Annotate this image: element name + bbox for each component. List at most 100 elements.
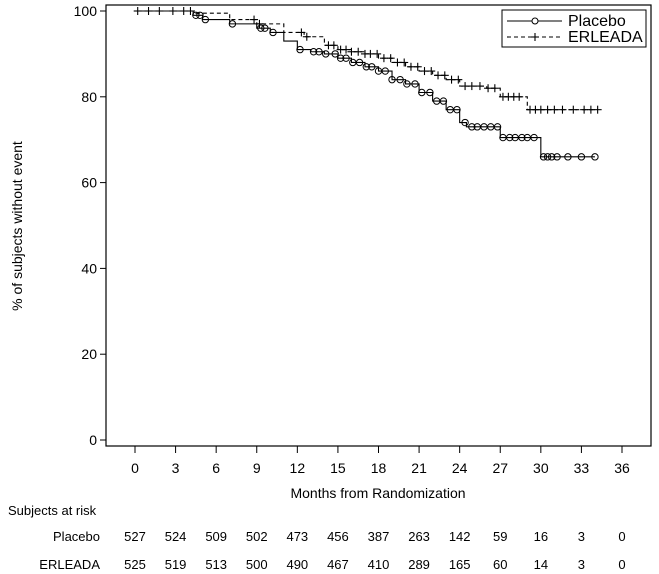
censor-marker [354,47,363,56]
censor-marker [315,48,323,56]
censor-marker [362,63,371,71]
risk-row-label: ERLEADA [39,557,100,572]
x-tick-label: 18 [371,460,387,476]
risk-count: 513 [205,557,227,572]
censor-marker [347,47,356,56]
censor-marker [577,153,586,161]
censor-marker [580,105,589,114]
censor-marker [368,63,376,71]
censor-marker [250,15,259,24]
risk-row-placebo: Placebo 527 524 509 502 473 456 387 263 142 59 16 3 0 [53,529,626,544]
risk-row-label: Placebo [53,529,100,544]
censor-marker [396,75,404,84]
x-tick-label: 36 [614,460,630,476]
censor-marker [393,58,402,67]
x-axis: 0 3 6 9 12 15 18 21 24 27 30 33 36 [131,446,630,476]
legend-marker-plus [531,33,539,41]
censor-marker [454,75,463,84]
legend-label: ERLEADA [568,29,643,46]
legend-item-placebo: Placebo [507,13,626,30]
censor-marker [322,50,330,58]
censor-marker [133,7,142,15]
censor-marker [453,105,461,114]
risk-table-title: Subjects at risk [8,503,97,518]
censor-marker [406,62,415,71]
censor-marker [518,133,526,142]
y-tick-label: 100 [74,3,98,19]
legend-marker-circle [531,17,539,25]
x-tick-label: 12 [290,460,306,476]
censor-marker [386,54,395,63]
y-tick-label: 20 [81,346,97,362]
censor-marker [467,82,476,91]
risk-count: 519 [165,557,187,572]
censor-marker [484,84,493,93]
risk-count: 165 [449,557,471,572]
censor-marker [427,67,436,76]
censor-marker [196,11,204,19]
censor-marker [418,88,426,97]
censor-marker [593,105,602,114]
risk-count: 410 [368,557,390,572]
censor-marker [403,80,411,88]
risk-count: 289 [408,557,430,572]
y-tick-label: 60 [81,175,97,191]
legend-box [501,9,647,48]
censor-marker [434,71,443,80]
censor-marker [426,88,434,97]
censor-marker [475,82,484,91]
censor-marker [331,50,339,58]
censor-marker [155,7,164,15]
risk-count: 263 [408,529,430,544]
censor-marker [192,11,200,19]
y-axis: 0 20 40 60 80 100 [74,3,106,448]
censor-marker [440,71,449,80]
censor-marker [591,153,599,161]
y-axis-title: % of subjects without event [9,141,25,311]
risk-count: 142 [449,529,471,544]
censor-marker [539,153,548,161]
risk-count: 0 [618,557,625,572]
censor-marker [329,41,338,50]
risk-count: 3 [578,557,585,572]
censor-marker [553,153,561,161]
series-erleada [133,7,602,114]
censor-marker [255,19,264,28]
censor-marker [490,84,499,93]
x-tick-label: 3 [172,460,180,476]
censor-marker [168,7,177,15]
censor-marker [336,54,345,62]
censor-marker [413,62,422,71]
censor-marker [543,153,552,161]
x-tick-label: 27 [492,460,508,476]
censor-marker [261,24,269,32]
censor-marker [506,133,514,142]
risk-count: 502 [246,529,268,544]
censor-marker [144,7,153,15]
censor-marker [550,105,559,114]
risk-count: 473 [286,529,308,544]
censor-marker [447,75,456,84]
legend-label: Placebo [568,13,626,30]
x-tick-label: 30 [533,460,549,476]
censor-marker [461,118,469,127]
x-tick-label: 0 [131,460,139,476]
y-tick-label: 40 [81,260,97,276]
y-tick-label: 0 [89,432,97,448]
censor-marker [400,58,409,67]
risk-count: 524 [165,529,187,544]
risk-count: 456 [327,529,349,544]
x-axis-title: Months from Randomization [290,485,465,501]
censor-marker [186,7,195,15]
censor-marker [342,45,351,54]
risk-count: 16 [534,529,548,544]
censor-marker [366,49,375,58]
censor-marker [388,75,396,84]
censor-marker [355,58,364,67]
risk-count: 0 [618,529,625,544]
censor-marker [269,28,277,37]
x-tick-label: 24 [452,460,468,476]
risk-count: 59 [493,529,507,544]
